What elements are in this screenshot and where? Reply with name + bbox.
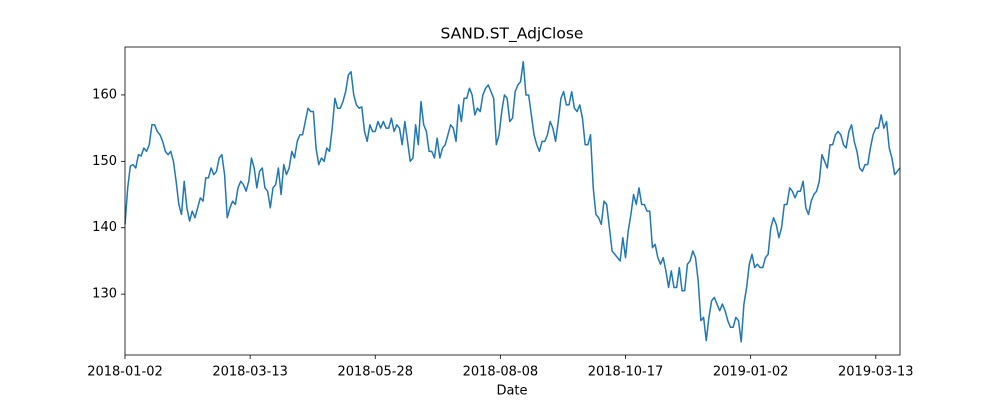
y-tick-label: 160 xyxy=(92,87,117,102)
y-tick-label: 150 xyxy=(92,154,117,169)
y-tick-label: 140 xyxy=(92,220,117,235)
x-tick-label: 2018-01-02 xyxy=(87,365,163,380)
chart-title: SAND.ST_AdjClose xyxy=(441,25,584,44)
x-tick-label: 2018-10-17 xyxy=(588,365,664,380)
plot-frame xyxy=(124,46,901,356)
x-tick-label: 2019-01-02 xyxy=(713,365,789,380)
x-tick-label: 2018-03-13 xyxy=(212,365,288,380)
price-line xyxy=(124,60,901,343)
x-tick-label: 2018-08-08 xyxy=(463,365,539,380)
x-axis-label: Date xyxy=(496,384,527,399)
y-tick-label: 130 xyxy=(92,287,117,302)
x-tick-label: 2018-05-28 xyxy=(337,365,413,380)
x-tick-label: 2019-03-13 xyxy=(838,365,914,380)
